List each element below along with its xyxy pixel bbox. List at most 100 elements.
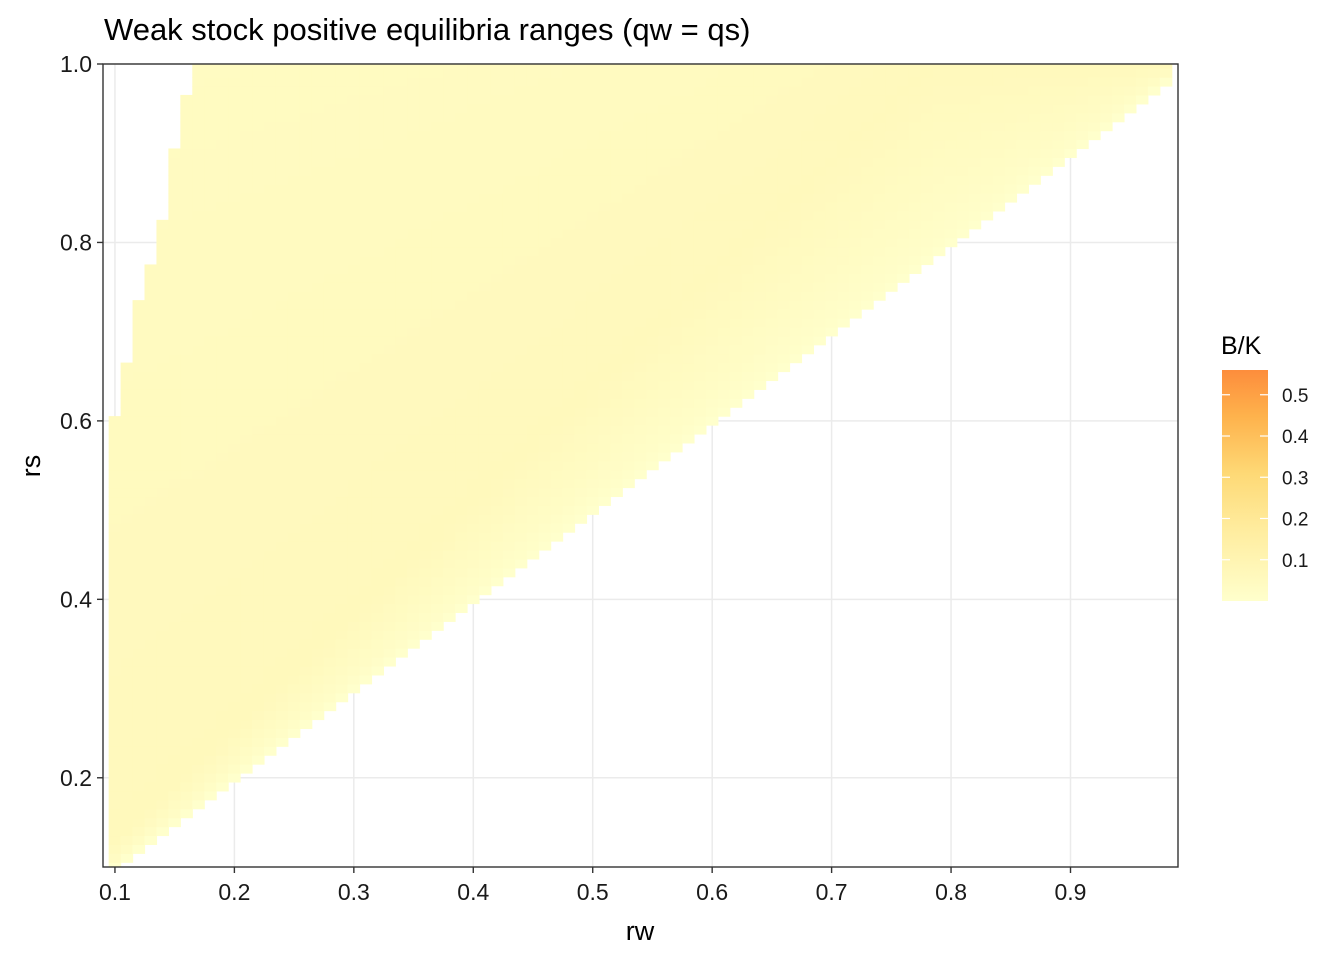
heatmap-cell bbox=[801, 336, 814, 346]
heatmap-cell bbox=[300, 630, 313, 640]
heatmap-cell bbox=[145, 577, 158, 587]
heatmap-cell bbox=[168, 345, 181, 355]
heatmap-cell bbox=[491, 425, 504, 435]
heatmap-cell bbox=[252, 595, 265, 605]
heatmap-cell bbox=[252, 389, 265, 399]
heatmap-cell bbox=[395, 407, 408, 417]
heatmap-cell bbox=[598, 488, 611, 498]
heatmap-cell bbox=[479, 452, 492, 462]
heatmap-cell bbox=[348, 666, 361, 676]
heatmap-cell bbox=[503, 175, 516, 185]
heatmap-cell bbox=[742, 363, 755, 373]
heatmap-cell bbox=[383, 318, 396, 328]
heatmap-cell bbox=[109, 693, 122, 703]
heatmap-cell bbox=[634, 318, 647, 328]
heatmap-cell bbox=[431, 425, 444, 435]
heatmap-cell bbox=[192, 639, 205, 649]
heatmap-cell bbox=[133, 764, 146, 774]
heatmap-cell bbox=[324, 434, 337, 444]
heatmap-cell bbox=[180, 648, 193, 658]
heatmap-cell bbox=[455, 68, 468, 78]
heatmap-cell bbox=[121, 443, 134, 453]
heatmap-cell bbox=[156, 327, 169, 337]
heatmap-cell bbox=[336, 586, 349, 596]
heatmap-cell bbox=[240, 630, 253, 640]
heatmap-cell bbox=[634, 336, 647, 346]
heatmap-cell bbox=[192, 800, 205, 810]
heatmap-cell bbox=[682, 157, 695, 167]
heatmap-cell bbox=[264, 559, 277, 569]
heatmap-cell bbox=[766, 113, 779, 123]
heatmap-cell bbox=[825, 318, 838, 328]
heatmap-cell bbox=[371, 264, 384, 274]
heatmap-cell bbox=[312, 148, 325, 158]
heatmap-cell bbox=[348, 131, 361, 141]
heatmap-cell bbox=[383, 559, 396, 569]
heatmap-cell bbox=[969, 193, 982, 203]
heatmap-cell bbox=[109, 488, 122, 498]
heatmap-cell bbox=[945, 140, 958, 150]
heatmap-cell bbox=[109, 461, 122, 471]
heatmap-cell bbox=[360, 648, 373, 658]
heatmap-cell bbox=[324, 264, 337, 274]
heatmap-cell bbox=[1088, 122, 1101, 132]
heatmap-cell bbox=[1016, 131, 1029, 141]
heatmap-cell bbox=[1160, 68, 1173, 78]
heatmap-cell bbox=[443, 336, 456, 346]
heatmap-cell bbox=[216, 728, 229, 738]
heatmap-cell bbox=[1088, 131, 1101, 141]
heatmap-cell bbox=[240, 282, 253, 292]
heatmap-cell bbox=[515, 113, 528, 123]
heatmap-cell bbox=[395, 488, 408, 498]
heatmap-cell bbox=[204, 211, 217, 221]
heatmap-cell bbox=[228, 166, 241, 176]
heatmap-cell bbox=[204, 104, 217, 114]
heatmap-cell bbox=[383, 648, 396, 658]
heatmap-cell bbox=[921, 157, 934, 167]
heatmap-cell bbox=[658, 416, 671, 426]
heatmap-cell bbox=[527, 264, 540, 274]
heatmap-cell bbox=[837, 77, 850, 87]
heatmap-cell bbox=[622, 354, 635, 364]
heatmap-cell bbox=[467, 434, 480, 444]
heatmap-cell bbox=[336, 434, 349, 444]
heatmap-cell bbox=[849, 211, 862, 221]
heatmap-cell bbox=[479, 586, 492, 596]
heatmap-cell bbox=[276, 719, 289, 729]
heatmap-cell bbox=[419, 550, 432, 560]
heatmap-cell bbox=[610, 416, 623, 426]
heatmap-cell bbox=[419, 166, 432, 176]
heatmap-cell bbox=[192, 291, 205, 301]
heatmap-cell bbox=[348, 416, 361, 426]
heatmap-cell bbox=[395, 363, 408, 373]
heatmap-cell bbox=[133, 416, 146, 426]
heatmap-cell bbox=[885, 202, 898, 212]
heatmap-cell bbox=[515, 425, 528, 435]
heatmap-cell bbox=[837, 166, 850, 176]
heatmap-cell bbox=[264, 612, 277, 622]
heatmap-cell bbox=[168, 693, 181, 703]
heatmap-cell bbox=[324, 77, 337, 87]
heatmap-cell bbox=[288, 211, 301, 221]
heatmap-cell bbox=[395, 470, 408, 480]
heatmap-cell bbox=[407, 77, 420, 87]
heatmap-cell bbox=[336, 229, 349, 239]
heatmap-cell bbox=[993, 104, 1006, 114]
heatmap-cell bbox=[228, 488, 241, 498]
heatmap-cell bbox=[706, 68, 719, 78]
heatmap-cell bbox=[288, 443, 301, 453]
heatmap-cell bbox=[981, 104, 994, 114]
heatmap-cell bbox=[324, 416, 337, 426]
heatmap-cell bbox=[694, 211, 707, 221]
heatmap-cell bbox=[204, 630, 217, 640]
heatmap-cell bbox=[431, 496, 444, 506]
heatmap-cell bbox=[909, 113, 922, 123]
heatmap-cell bbox=[503, 398, 516, 408]
legend-label: 0.1 bbox=[1282, 551, 1308, 572]
heatmap-cell bbox=[813, 202, 826, 212]
heatmap-cell bbox=[336, 140, 349, 150]
heatmap-cell bbox=[360, 532, 373, 542]
heatmap-cell bbox=[145, 309, 158, 319]
heatmap-cell bbox=[180, 389, 193, 399]
heatmap-cell bbox=[527, 113, 540, 123]
